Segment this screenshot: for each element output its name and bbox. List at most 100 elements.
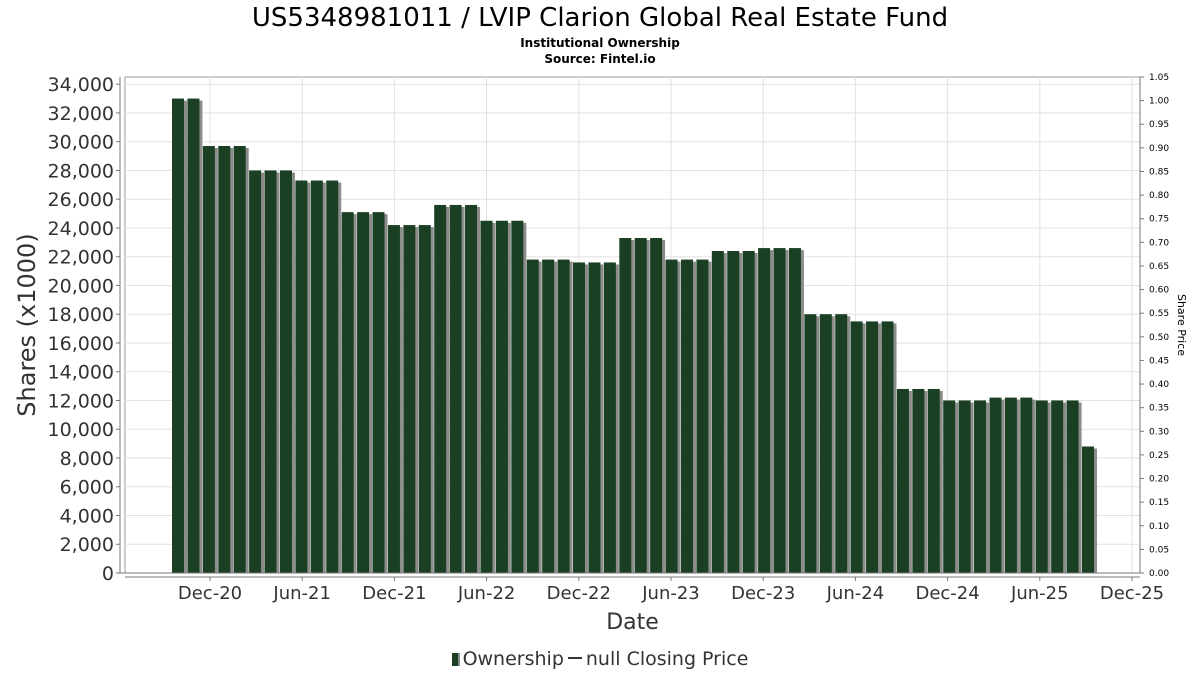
ownership-bar [372, 212, 385, 573]
chart-title: US5348981011 / LVIP Clarion Global Real … [251, 3, 949, 33]
ownership-bar [1051, 400, 1064, 573]
ownership-bar [418, 225, 431, 573]
legend: Ownership null Closing Price [0, 647, 1200, 671]
ownership-bar [835, 314, 848, 573]
y-tick-label: 18,000 [48, 304, 114, 326]
ownership-bar [665, 259, 678, 573]
y2-tick-label: 0.30 [1149, 427, 1169, 437]
chart-subtitle: Institutional Ownership [520, 36, 680, 50]
ownership-bar [1066, 400, 1079, 573]
y2-tick-label: 1.05 [1149, 73, 1169, 83]
ownership-bar [341, 212, 354, 573]
y2-tick-label: 0.70 [1149, 238, 1169, 248]
ownership-bar [881, 321, 894, 573]
y2-tick-label: 0.00 [1149, 569, 1169, 579]
ownership-legend-label: Ownership [462, 648, 564, 670]
ownership-bar [758, 248, 771, 574]
y2-tick-label: 0.05 [1149, 545, 1169, 555]
ownership-bar [557, 259, 570, 573]
ownership-bar [573, 262, 586, 573]
ownership-bar [218, 146, 231, 573]
y-tick-label: 30,000 [48, 132, 114, 154]
x-tick-label: Dec-22 [547, 583, 611, 604]
closing-price-legend-line [567, 657, 582, 659]
ownership-bar [650, 238, 663, 573]
closing-price-legend-label: null Closing Price [585, 648, 749, 670]
ownership-bar [588, 262, 601, 573]
ownership-bar [711, 250, 724, 574]
y2-tick-label: 0.15 [1149, 498, 1169, 508]
x-tick-label: Jun-23 [641, 583, 700, 604]
ownership-bar [912, 388, 925, 573]
ownership-bar [619, 238, 632, 573]
ownership-bar [357, 212, 370, 573]
x-axis-title: Date [606, 610, 659, 635]
ownership-bar [202, 146, 215, 573]
ownership-bar [788, 248, 801, 574]
y2-tick-label: 0.55 [1149, 309, 1169, 319]
y-tick-label: 10,000 [48, 419, 114, 441]
y-tick-label: 4,000 [60, 505, 114, 527]
x-tick-label: Dec-21 [362, 583, 426, 604]
y-tick-label: 16,000 [48, 333, 114, 355]
y-tick-label: 22,000 [48, 247, 114, 269]
x-tick-label: Jun-21 [272, 583, 331, 604]
chart-source: Source: Fintel.io [544, 52, 656, 66]
x-tick-label: Dec-20 [178, 583, 242, 604]
ownership-bar [511, 220, 524, 573]
ownership-bar [1035, 400, 1048, 573]
ownership-bar [542, 259, 555, 573]
y2-tick-label: 0.90 [1149, 144, 1169, 154]
y-tick-label: 6,000 [60, 477, 114, 499]
y2-tick-label: 0.25 [1149, 451, 1169, 461]
ownership-bar [804, 314, 817, 573]
y2-tick-label: 0.35 [1149, 404, 1169, 414]
ownership-bar [480, 220, 493, 573]
ownership-bar [279, 170, 292, 573]
ownership-bar [927, 388, 940, 573]
ownership-bar [727, 250, 740, 574]
ownership-bar [680, 259, 693, 573]
x-tick-label: Dec-24 [915, 583, 979, 604]
ownership-bar [295, 180, 308, 573]
x-tick-label: Jun-22 [457, 583, 516, 604]
y2-axis-title: Share Price [1175, 294, 1188, 356]
y-tick-label: 8,000 [60, 448, 114, 470]
ownership-bar [403, 225, 416, 573]
ownership-bar [264, 170, 277, 573]
y-tick-label: 14,000 [48, 362, 114, 384]
y2-tick-label: 0.20 [1149, 475, 1169, 485]
ownership-bar [819, 314, 832, 573]
ownership-bar [1082, 446, 1094, 573]
ownership-bar [1020, 397, 1033, 573]
ownership-bar [1004, 397, 1017, 573]
ownership-bar [187, 98, 200, 573]
ownership-bar [465, 204, 478, 574]
ownership-bar [387, 225, 400, 573]
y2-tick-label: 0.45 [1149, 356, 1169, 366]
y2-tick-label: 0.80 [1149, 191, 1169, 201]
ownership-bar [943, 400, 956, 573]
ownership-bar [249, 170, 262, 573]
ownership-bar [974, 400, 987, 573]
ownership-bar [773, 248, 786, 574]
ownership-bar [434, 204, 447, 574]
ownership-bar [634, 238, 647, 573]
y2-tick-label: 0.50 [1149, 333, 1169, 343]
y2-tick-label: 0.85 [1149, 167, 1169, 177]
ownership-bar [896, 388, 909, 573]
x-tick-label: Dec-23 [731, 583, 795, 604]
y-axis-title: Shares (x1000) [13, 233, 41, 416]
ownership-bar [989, 397, 1002, 573]
x-tick-label: Jun-25 [1010, 583, 1069, 604]
y-tick-label: 28,000 [48, 160, 114, 182]
ownership-bar [850, 321, 863, 573]
y-tick-label: 20,000 [48, 275, 114, 297]
y-tick-label: 0 [102, 563, 114, 585]
y2-tick-label: 0.75 [1149, 215, 1169, 225]
x-tick-label: Dec-25 [1100, 583, 1164, 604]
ownership-bar [696, 259, 709, 573]
y2-tick-label: 1.00 [1149, 97, 1169, 107]
y2-tick-label: 0.10 [1149, 522, 1169, 532]
